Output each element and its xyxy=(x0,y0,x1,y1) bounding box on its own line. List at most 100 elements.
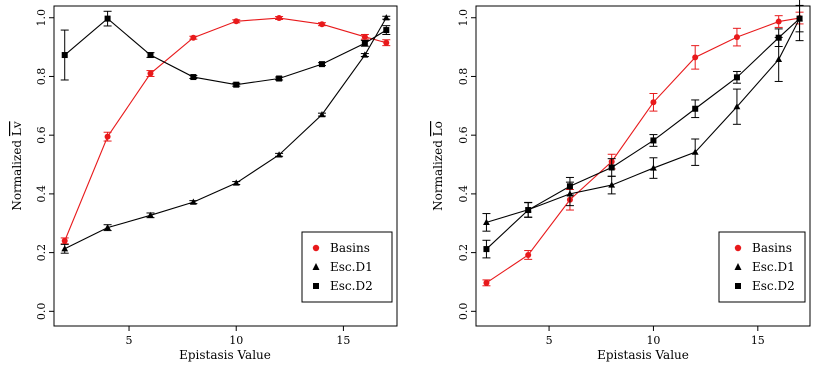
data-point-basins xyxy=(733,34,740,41)
y-tick-label: 0.2 xyxy=(35,244,48,262)
plot-frame xyxy=(475,5,811,327)
series-esc-d2 xyxy=(482,0,804,259)
y-tick-label: 0.4 xyxy=(457,185,470,203)
data-point-esc-d1 xyxy=(147,211,154,218)
data-point-esc-d2 xyxy=(361,40,368,47)
data-point-basins xyxy=(318,21,325,28)
data-point-esc-d1 xyxy=(483,218,490,225)
axes: 5 10 15 0.0 0.2 0.4 0.6 0.8 1.0 xyxy=(457,9,765,347)
data-point-basins xyxy=(483,279,490,286)
data-point-esc-d2 xyxy=(104,15,111,22)
data-point-esc-d1 xyxy=(608,181,616,188)
y-tick-label: 0.8 xyxy=(35,68,48,86)
x-axis-label: Epistasis Value xyxy=(179,348,271,362)
data-point-esc-d1 xyxy=(775,55,783,63)
x-tick-label: 5 xyxy=(546,334,553,347)
y-tick-label: 0.0 xyxy=(457,303,470,321)
legend: Basins Esc.D1 Esc.D2 xyxy=(301,231,393,303)
series-line-esc-d1 xyxy=(64,17,387,250)
data-point-esc-d2 xyxy=(61,52,68,59)
series-esc-d1 xyxy=(60,14,391,254)
plot-frame xyxy=(53,5,398,327)
legend-label-esc-d1: Esc.D1 xyxy=(330,260,373,274)
data-point-basins xyxy=(383,39,390,46)
y-tick-label: 1.0 xyxy=(35,9,48,27)
y-axis-label-main: Normalized xyxy=(431,136,445,211)
y-axis-label-main: Normalized xyxy=(10,136,24,211)
x-tick-label: 5 xyxy=(126,334,133,347)
y-axis-label: Normalized Lv xyxy=(10,121,24,211)
chart-right: 5 10 150.00.20.40.60.81.0 Epistasis Value … xyxy=(431,0,811,362)
legend-marker-esc-d2 xyxy=(313,283,319,289)
x-tick-label: 10 xyxy=(646,334,660,347)
data-point-basins xyxy=(525,251,532,258)
legend-marker-basins xyxy=(312,244,320,252)
data-point-basins xyxy=(61,237,68,244)
data-point-esc-d2 xyxy=(566,183,573,190)
legend-label-basins: Basins xyxy=(330,241,370,255)
legend-box xyxy=(718,231,806,303)
data-point-esc-d1 xyxy=(232,179,240,186)
legend-box xyxy=(301,231,393,303)
data-point-esc-d2 xyxy=(796,15,803,22)
y-tick-label: 0.2 xyxy=(457,244,470,262)
series-layer xyxy=(60,10,391,254)
y-tick-label: 0.6 xyxy=(35,126,48,144)
legend-marker-esc-d1 xyxy=(734,263,742,270)
x-tick-label: 15 xyxy=(336,334,350,347)
data-point-basins xyxy=(692,54,699,61)
y-tick-label: 0.4 xyxy=(35,185,48,203)
legend-marker-esc-d1 xyxy=(312,263,320,270)
data-point-esc-d1 xyxy=(61,245,69,252)
data-point-esc-d2 xyxy=(608,164,615,171)
data-point-esc-d2 xyxy=(383,27,390,34)
data-point-esc-d2 xyxy=(692,105,699,112)
series-esc-d1 xyxy=(482,4,804,232)
data-point-basins xyxy=(276,15,283,22)
legend-label-esc-d2: Esc.D2 xyxy=(752,279,795,293)
y-axis-label-overlined: Lv xyxy=(10,121,24,136)
data-point-basins xyxy=(104,133,111,140)
chart-left: 5 10 150.00.20.40.60.81.0 Epistasis Value … xyxy=(10,5,398,362)
series-line-esc-d1 xyxy=(486,18,801,223)
series-layer xyxy=(482,0,804,287)
series-basins xyxy=(60,15,391,245)
data-point-esc-d2 xyxy=(525,207,532,214)
data-point-esc-d1 xyxy=(104,224,111,231)
axes: 5 10 15 0.0 0.2 0.4 0.6 0.8 1.0 xyxy=(35,9,350,347)
y-axis-label-overlined: Lo xyxy=(431,121,445,136)
data-point-esc-d1 xyxy=(189,198,197,205)
y-tick-label: 1.0 xyxy=(457,9,470,27)
y-tick-label: 0.8 xyxy=(457,68,470,86)
y-tick-label: 0.0 xyxy=(35,303,48,321)
legend-label-esc-d2: Esc.D2 xyxy=(330,279,373,293)
y-tick-label: 0.6 xyxy=(457,126,470,144)
data-point-esc-d2 xyxy=(318,61,325,68)
legend-marker-esc-d2 xyxy=(735,283,741,289)
data-point-esc-d1 xyxy=(361,51,369,58)
data-point-esc-d2 xyxy=(233,81,240,88)
x-axis-label: Epistasis Value xyxy=(597,348,689,362)
data-point-basins xyxy=(361,33,368,40)
data-point-esc-d2 xyxy=(483,246,490,253)
legend-marker-basins xyxy=(734,244,742,252)
series-line-basins xyxy=(64,17,387,242)
data-point-basins xyxy=(147,70,154,77)
data-point-esc-d2 xyxy=(775,34,782,41)
legend: Basins Esc.D1 Esc.D2 xyxy=(718,231,806,303)
legend-label-esc-d1: Esc.D1 xyxy=(752,260,795,274)
data-point-esc-d1 xyxy=(691,148,699,155)
data-point-basins xyxy=(775,18,782,25)
data-point-esc-d2 xyxy=(147,52,154,59)
x-tick-label: 10 xyxy=(229,334,243,347)
series-esc-d2 xyxy=(60,10,391,88)
data-point-esc-d1 xyxy=(733,103,741,110)
legend-label-basins: Basins xyxy=(752,241,792,255)
y-axis-label: Normalized Lo xyxy=(431,121,445,211)
data-point-basins xyxy=(190,34,197,41)
data-point-esc-d2 xyxy=(190,74,197,81)
data-point-basins xyxy=(233,18,240,25)
data-point-esc-d1 xyxy=(318,111,326,118)
data-point-basins xyxy=(650,99,657,106)
